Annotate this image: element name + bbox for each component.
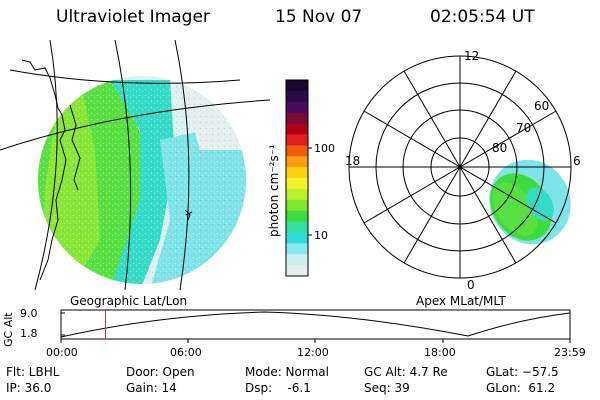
colorbar: 100 10 photon cm⁻²s⁻¹ (267, 79, 335, 277)
colorbar-cell (286, 134, 308, 146)
colorbar-cell (286, 167, 308, 179)
colorbar-frame (285, 79, 309, 277)
altitude-curve (60, 311, 571, 338)
geographic-grid (0, 40, 270, 290)
ip-info: IP: 36.0 (6, 381, 52, 395)
colorbar-cell (286, 156, 308, 168)
glon-info: GLon: 61.2 (486, 381, 556, 395)
seq-info: Seq: 39 (364, 381, 410, 395)
polar-map-panel: 12 18 6 0 60 70 80 (345, 49, 581, 292)
altitude-xtick-1800: 18:00 (424, 346, 456, 359)
polar-grid (348, 55, 572, 279)
colorbar-cell (286, 199, 308, 212)
colorbar-tick-label-100: 100 (314, 142, 335, 155)
gc-alt-info: GC Alt: 4.7 Re (364, 365, 448, 379)
lat-label-60: 60 (534, 99, 549, 113)
colorbar-tick-label-10: 10 (314, 229, 328, 242)
polar-panel-label: Apex MLat/MLT (416, 294, 506, 308)
instrument-title: Ultraviolet Imager (56, 7, 210, 27)
colorbar-cell (286, 254, 308, 266)
altitude-ylabel: GC Alt (2, 312, 15, 347)
colorbar-cell (286, 112, 308, 125)
colorbar-cell (286, 265, 308, 277)
colorbar-cell (286, 90, 308, 103)
mlt-label-18: 18 (345, 154, 360, 168)
altitude-plot (60, 309, 571, 343)
glat-info: GLat: −57.5 (486, 365, 559, 379)
mlt-label-0: 0 (467, 278, 475, 292)
colorbar-cell (286, 123, 308, 135)
lat-label-70: 70 (516, 121, 531, 135)
altitude-xtick-1200: 12:00 (297, 346, 329, 359)
mode-info: Mode: Normal (245, 365, 329, 379)
altitude-ytick-bottom: 1.8 (20, 327, 38, 340)
lat-label-80: 80 (492, 141, 507, 155)
gain-info: Gain: 14 (126, 381, 177, 395)
colorbar-cell (286, 80, 308, 92)
door-info: Door: Open (126, 365, 195, 379)
colorbar-cell (286, 145, 308, 157)
altitude-ytick-top: 9.0 (20, 307, 38, 320)
aurora-image (38, 76, 246, 284)
colorbar-unit-label: photon cm⁻²s⁻¹ (267, 144, 281, 237)
colorbar-cell (286, 221, 308, 233)
filter-info: Flt: LBHL (6, 365, 60, 379)
colorbar-cell (286, 243, 308, 255)
altitude-xtick-0000: 00:00 (46, 346, 78, 359)
mlt-label-6: 6 (573, 154, 581, 168)
dsp-info: Dsp: -6.1 (245, 381, 311, 395)
geographic-image-panel (0, 40, 270, 290)
altitude-xtick-2359: 23:59 (554, 346, 586, 359)
coastline (21, 59, 193, 281)
colorbar-cell (286, 188, 308, 201)
colorbar-cell (286, 232, 308, 244)
colorbar-cell (286, 178, 308, 190)
mlt-label-12: 12 (464, 49, 479, 63)
colorbar-cell (286, 101, 308, 114)
colorbar-cell (286, 210, 308, 223)
colorbar-gradient (286, 80, 308, 277)
altitude-xtick-0600: 06:00 (170, 346, 202, 359)
geo-panel-label: Geographic Lat/Lon (70, 294, 188, 308)
date-label: 15 Nov 07 (275, 7, 363, 27)
time-label: 02:05:54 UT (430, 7, 535, 27)
polar-aurora-oval (489, 159, 571, 245)
